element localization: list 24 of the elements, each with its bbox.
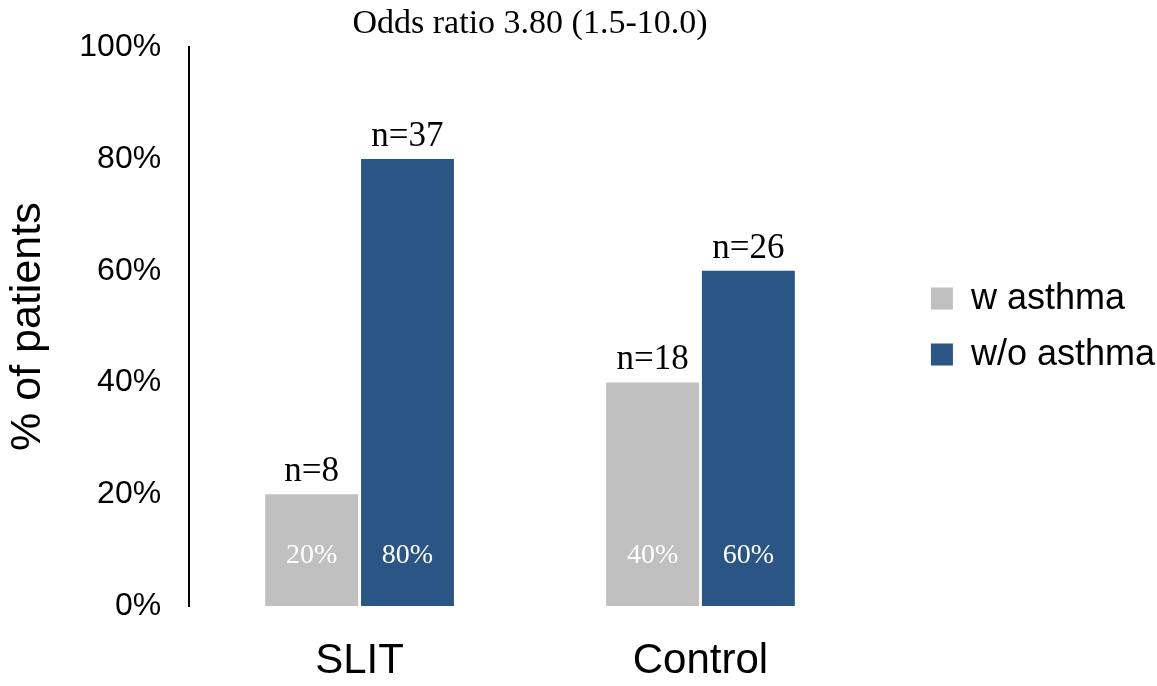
data-label: 80% xyxy=(381,538,434,570)
bar xyxy=(701,270,795,606)
y-axis-title: % of patients xyxy=(0,202,49,451)
x-tick-label: SLIT xyxy=(315,634,404,682)
data-label: 60% xyxy=(722,538,775,570)
data-label: 40% xyxy=(626,538,679,570)
y-tick-label: 80% xyxy=(97,138,162,175)
legend-label: w asthma xyxy=(969,275,1126,317)
bar xyxy=(265,494,359,606)
y-tick-label: 100% xyxy=(79,27,162,64)
y-tick-label: 0% xyxy=(114,585,162,622)
y-tick-label: 40% xyxy=(97,362,162,399)
annotation: n=8 xyxy=(284,450,340,490)
annotation: n=26 xyxy=(712,226,785,266)
annotation: n=18 xyxy=(616,338,689,378)
bar xyxy=(606,382,700,606)
y-tick-label: 60% xyxy=(97,250,162,287)
y-tick-label: 20% xyxy=(97,474,162,511)
chart-title: Odds ratio 3.80 (1.5-10.0) xyxy=(352,3,708,42)
x-tick-label: Control xyxy=(632,634,769,682)
annotation: n=37 xyxy=(371,114,444,154)
bar xyxy=(361,158,454,606)
legend-label: w/o asthma xyxy=(969,331,1156,373)
data-label: 20% xyxy=(286,538,338,570)
